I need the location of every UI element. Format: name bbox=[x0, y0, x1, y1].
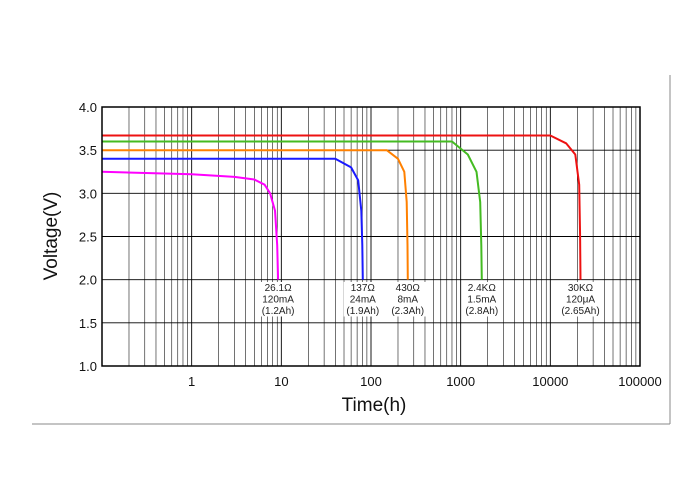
annotation-line: 2.4KΩ bbox=[468, 283, 497, 294]
annotation-line: (1.9Ah) bbox=[346, 306, 379, 317]
y-tick-label: 2.0 bbox=[79, 273, 97, 288]
annotation-line: (1.2Ah) bbox=[262, 306, 295, 317]
annotation-line: 24mA bbox=[350, 295, 376, 306]
x-axis-title: Time(h) bbox=[342, 395, 407, 416]
y-tick-label: 1.5 bbox=[79, 316, 97, 331]
annotation-line: 120mA bbox=[262, 295, 294, 306]
annotation-bg bbox=[561, 305, 600, 317]
x-tick-label: 10000 bbox=[532, 374, 568, 389]
annotation-bg bbox=[462, 293, 501, 305]
annotation-bg bbox=[259, 305, 298, 317]
annotation-line: (2.3Ah) bbox=[391, 306, 424, 317]
annotation-bg bbox=[259, 293, 298, 305]
series-layer bbox=[101, 134, 582, 280]
y-tick-label: 4.0 bbox=[79, 100, 97, 115]
annotation-line: 430Ω bbox=[396, 283, 421, 294]
plot-border bbox=[101, 106, 641, 367]
annotation-bg bbox=[388, 282, 427, 294]
x-tick-label: 100000 bbox=[618, 374, 661, 389]
series-line-4 bbox=[102, 140, 483, 280]
y-tick-label: 3.5 bbox=[79, 143, 97, 158]
annotations: 26.1Ω120mA(1.2Ah)137Ω24mA(1.9Ah)430Ω8mA(… bbox=[259, 282, 600, 317]
y-tick-label: 2.5 bbox=[79, 230, 97, 245]
annotation-line: 8mA bbox=[397, 295, 418, 306]
annotation-bg bbox=[343, 293, 382, 305]
annotation-bg bbox=[259, 282, 298, 294]
annotation-bg bbox=[343, 305, 382, 317]
x-tick-label: 10 bbox=[274, 374, 288, 389]
annotation-line: 30KΩ bbox=[568, 283, 594, 294]
series-line-2 bbox=[102, 157, 364, 280]
annotation-line: 26.1Ω bbox=[265, 283, 292, 294]
y-tick-label: 3.0 bbox=[79, 186, 97, 201]
y-tick-label: 1.0 bbox=[79, 359, 97, 374]
annotation-bg bbox=[343, 282, 382, 294]
annotation-bg bbox=[561, 293, 600, 305]
x-tick-label: 100 bbox=[360, 374, 382, 389]
annotation-line: (2.65Ah) bbox=[561, 306, 599, 317]
y-axis-title: Voltage(V) bbox=[41, 192, 62, 281]
series-line-5 bbox=[102, 134, 582, 280]
series-line-1 bbox=[101, 170, 280, 280]
x-tick-label: 1 bbox=[188, 374, 195, 389]
annotation-line: 137Ω bbox=[351, 283, 376, 294]
x-tick-label: 1000 bbox=[446, 374, 475, 389]
annotation-bg bbox=[561, 282, 600, 294]
annotation-bg bbox=[462, 282, 501, 294]
series-line-3 bbox=[102, 149, 409, 280]
annotation-line: 120μA bbox=[566, 295, 595, 306]
annotation-bg bbox=[388, 305, 427, 317]
annotation-bg bbox=[388, 293, 427, 305]
annotation-line: 1.5mA bbox=[467, 295, 496, 306]
annotation-bg bbox=[462, 305, 501, 317]
annotation-line: (2.8Ah) bbox=[465, 306, 498, 317]
tick-labels: 1 10 100 1000 10000 100000 4.0 3.5 3.0 2.5 2.0 1.5 1… bbox=[79, 100, 662, 389]
